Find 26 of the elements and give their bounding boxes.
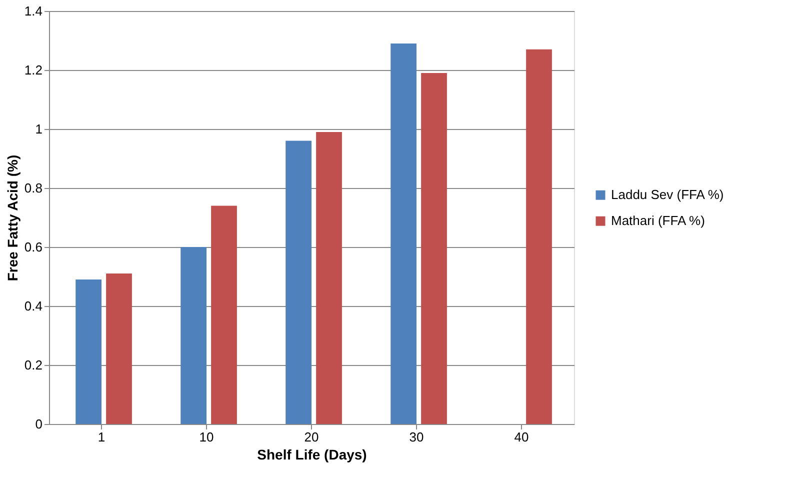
y-tick-label: 0.2 [24, 358, 42, 372]
y-tick-label: 0.6 [24, 240, 42, 254]
bar [421, 72, 447, 424]
legend-label: Laddu Sev (FFA %) [611, 187, 724, 202]
y-tick-label: 1.2 [24, 62, 42, 78]
y-axis-title: Free Fatty Acid (%) [4, 154, 20, 282]
x-tick-label: 20 [304, 430, 319, 444]
y-tick-label: 0.8 [24, 180, 42, 196]
x-tick-label: 30 [409, 430, 424, 444]
x-tick-label: 10 [199, 430, 214, 444]
x-axis-title: Shelf Life (Days) [257, 446, 367, 462]
bar [286, 140, 312, 424]
bar [316, 132, 342, 424]
y-tick-label: 1.4 [24, 4, 42, 18]
bar [390, 43, 416, 424]
bar [106, 274, 132, 424]
y-tick-label: 1 [35, 122, 42, 136]
bar [211, 206, 237, 424]
x-tick-label: 40 [514, 430, 529, 444]
bar [76, 279, 102, 424]
bar [180, 247, 206, 424]
y-tick-label: 0 [35, 416, 42, 432]
x-tick-label: 1 [98, 430, 106, 444]
bar [526, 49, 552, 424]
legend-label: Mathari (FFA %) [611, 213, 705, 228]
y-tick-label: 0.4 [24, 298, 42, 314]
